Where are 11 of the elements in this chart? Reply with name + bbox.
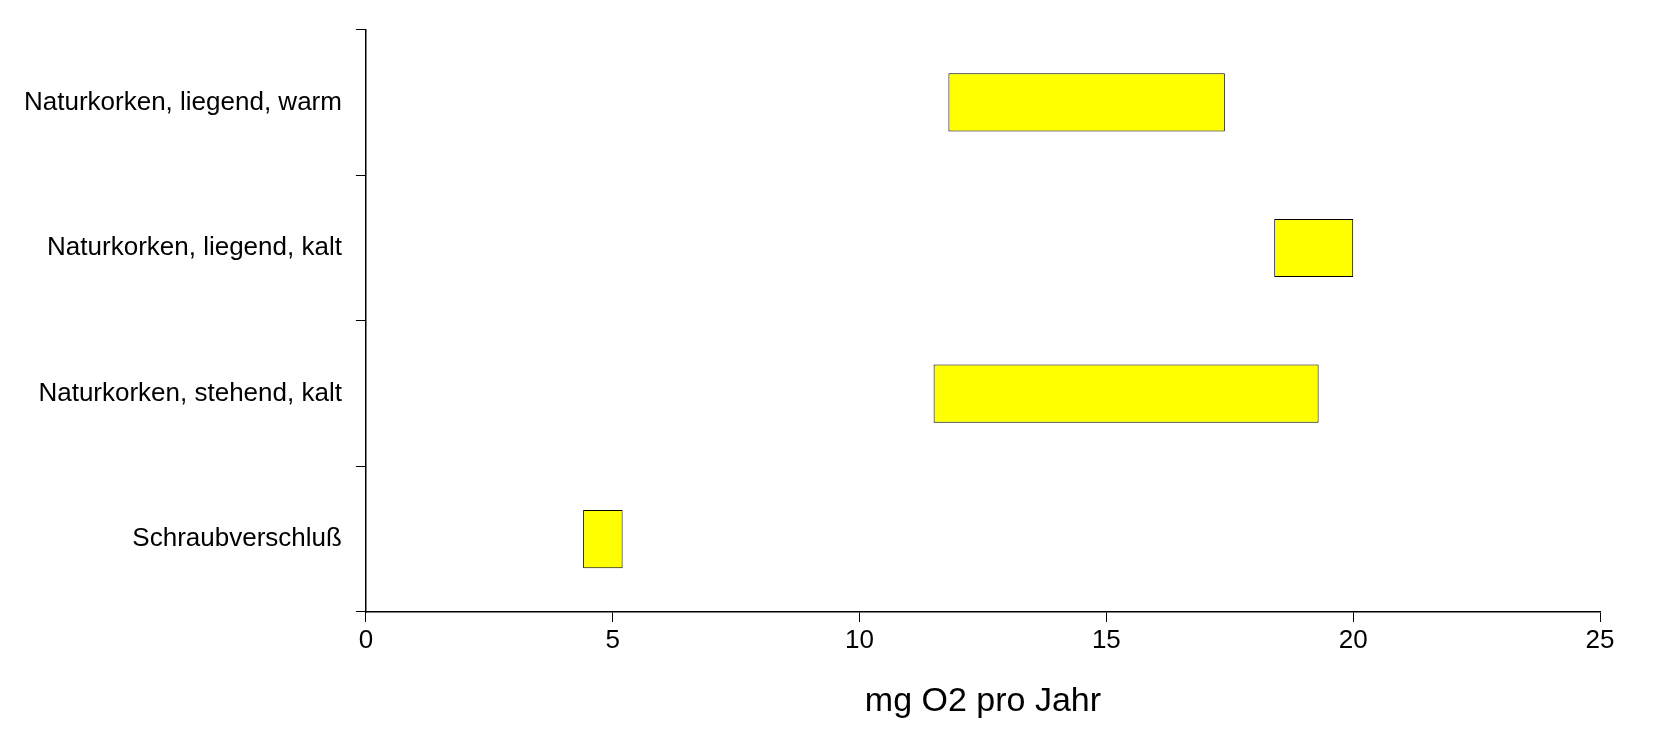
x-tick-label: 20 bbox=[1338, 623, 1368, 654]
y-tick-label: Schraubverschluß bbox=[132, 522, 342, 553]
x-axis-title: mg O2 pro Jahr bbox=[864, 679, 1102, 718]
x-tick-label: 0 bbox=[358, 623, 374, 654]
x-tick-label: 5 bbox=[605, 623, 620, 654]
x-tick-label: 25 bbox=[1585, 623, 1615, 654]
x-tick-label: 15 bbox=[1091, 623, 1121, 654]
x-tick-label: 10 bbox=[845, 623, 875, 654]
y-tick-label: Naturkorken, liegend, kalt bbox=[47, 231, 343, 262]
y-tick-label: Naturkorken, liegend, warm bbox=[23, 85, 342, 116]
y-tick-label: Naturkorken, stehend, kalt bbox=[38, 376, 343, 407]
